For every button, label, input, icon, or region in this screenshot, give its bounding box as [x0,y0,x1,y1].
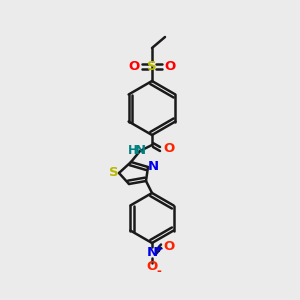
Text: N: N [146,247,158,260]
Text: O: O [164,239,175,253]
Text: +: + [154,244,164,254]
Text: O: O [164,142,175,155]
Text: O: O [146,260,158,274]
Text: -: - [157,265,161,278]
Text: N: N [147,160,159,172]
Text: S: S [109,167,119,179]
Text: H: H [128,143,138,157]
Text: O: O [128,59,140,73]
Text: S: S [147,59,157,73]
Text: N: N [134,143,146,157]
Text: O: O [164,59,175,73]
